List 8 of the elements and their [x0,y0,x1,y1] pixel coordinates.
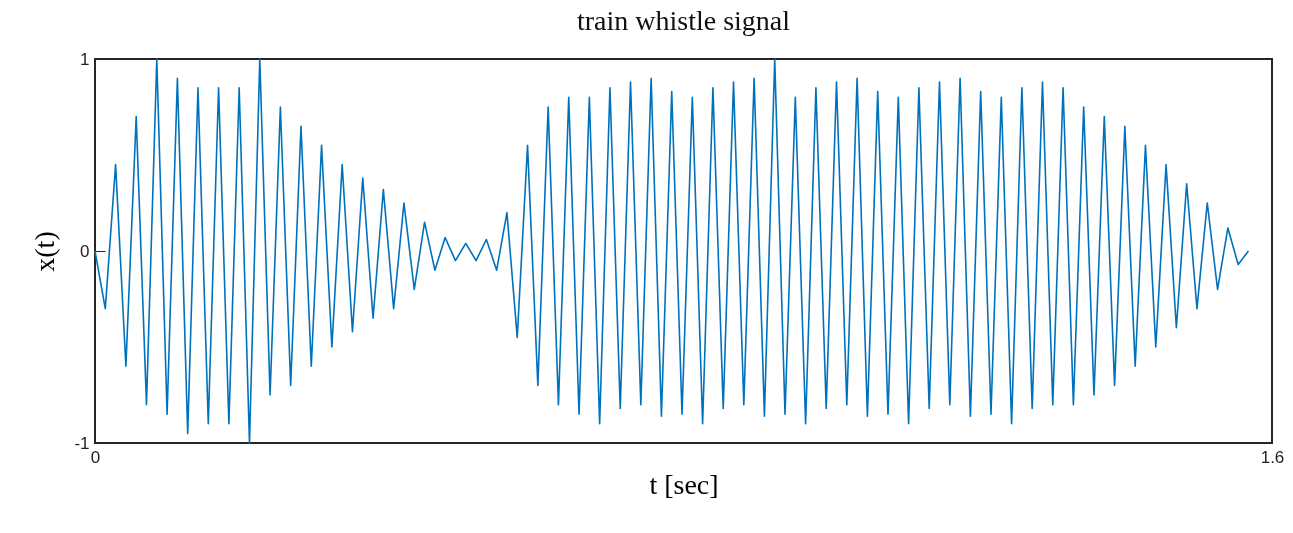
line-series [94,58,1250,444]
y-tick-label: -1 [74,433,90,453]
chart-title: train whistle signal [576,5,791,36]
x-tick-label: 1.6 [1260,447,1285,467]
y-tick-label: 1 [80,49,90,69]
y-tick-label: 0 [80,241,90,261]
x-axis-title: t [sec] [649,468,719,500]
y-axis-title: x(t) [29,231,61,272]
